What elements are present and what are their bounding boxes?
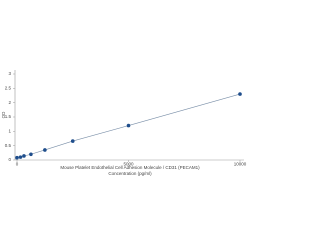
x-tick-label: 5000	[123, 162, 134, 167]
y-tick-label: 0	[8, 157, 11, 162]
chart-title: Mouse Platelet Endothelial Cell Adhesion…	[60, 165, 200, 170]
chart: OD Mouse Platelet Endothelial Cell Adhes…	[1, 70, 247, 176]
y-tick-label: 3	[8, 71, 11, 76]
y-tick-label: 2	[8, 100, 11, 105]
data-point	[22, 154, 26, 158]
data-point	[70, 139, 75, 143]
x-axis-label: Concentration (pg/ml)	[108, 171, 152, 176]
x-tick-label: 0	[16, 162, 19, 167]
data-point	[29, 152, 33, 157]
y-tick-label: 1.5	[5, 114, 12, 119]
y-tick-label: 0.5	[5, 143, 12, 148]
y-tick-label: 2.5	[5, 86, 12, 91]
data-point	[126, 123, 131, 128]
data-point	[18, 155, 23, 159]
data-point	[238, 92, 242, 96]
y-tick-label: 1	[8, 129, 11, 134]
x-tick-label: 10000	[234, 162, 247, 167]
data-point	[15, 155, 19, 160]
y-axis-label: OD	[1, 111, 6, 119]
data-point	[43, 148, 47, 152]
